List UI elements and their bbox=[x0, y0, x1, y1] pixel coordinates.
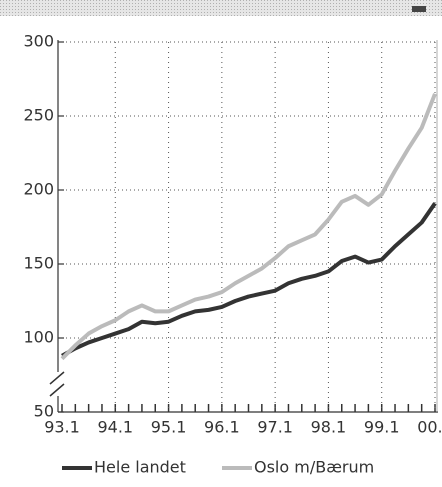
y-tick-label: 100 bbox=[23, 328, 54, 347]
legend-label: Oslo m/Bærum bbox=[254, 458, 374, 477]
y-tick-label: 300 bbox=[23, 32, 54, 51]
y-tick-label: 200 bbox=[23, 180, 54, 199]
header-band bbox=[0, 0, 442, 16]
axis-break bbox=[49, 371, 65, 385]
x-tick-label: 97.1 bbox=[257, 418, 293, 437]
x-tick-label: 95.1 bbox=[151, 418, 187, 437]
legend-label: Hele landet bbox=[94, 458, 186, 477]
series-line bbox=[60, 93, 437, 361]
x-tick-label: 94.1 bbox=[97, 418, 133, 437]
y-tick-label: 150 bbox=[23, 254, 54, 273]
y-tick-label: 50 bbox=[34, 402, 54, 421]
axis-break bbox=[49, 383, 65, 397]
x-tick-label: 98.1 bbox=[311, 418, 347, 437]
x-tick-label: 93.1 bbox=[44, 418, 80, 437]
y-tick-label: 250 bbox=[23, 106, 54, 125]
x-tick-label: 00.1 bbox=[417, 418, 442, 437]
x-tick-label: 96.1 bbox=[204, 418, 240, 437]
header-mark bbox=[412, 6, 426, 12]
series-line bbox=[61, 202, 437, 358]
x-tick-label: 99.1 bbox=[364, 418, 400, 437]
